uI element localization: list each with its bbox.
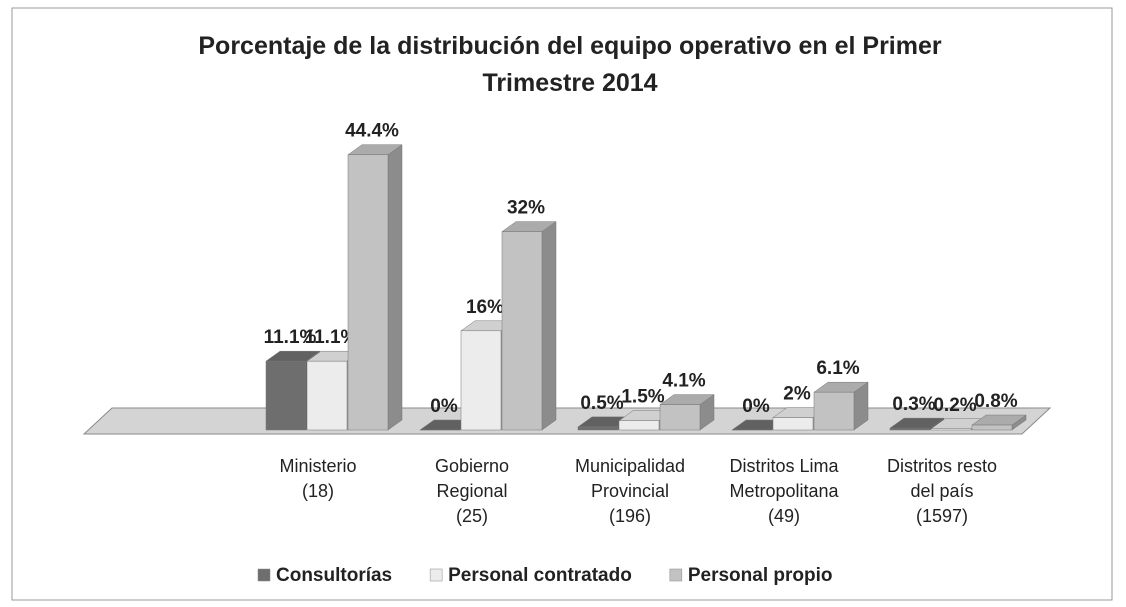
value-label: 11.1%: [264, 327, 317, 348]
bar-side: [387, 144, 403, 431]
legend-label: Consultorías: [276, 565, 392, 586]
bar: [772, 417, 814, 431]
x-tick-label: Distritos Lima Metropolitana (49): [729, 456, 839, 526]
value-label: 0.2%: [933, 395, 976, 416]
value-label: 0%: [430, 396, 458, 417]
legend-swatch: [669, 568, 683, 582]
legend-swatch: [257, 568, 271, 582]
bar: [618, 420, 660, 431]
x-tick-label: Ministerio (18): [279, 456, 356, 501]
bar: [265, 360, 307, 431]
value-label: 6.1%: [816, 358, 859, 379]
value-label: 4.1%: [662, 371, 705, 392]
value-label: 0.3%: [892, 394, 935, 415]
bar: [577, 426, 619, 431]
bar: [306, 360, 348, 431]
x-tick-label: Municipalidad Provincial (196): [575, 456, 685, 526]
value-label: 0.8%: [974, 391, 1017, 412]
chart-title: Porcentaje de la distribución del equipo…: [198, 32, 942, 97]
x-tick-label: Gobierno Regional (25): [435, 456, 509, 526]
value-label: 2%: [783, 384, 811, 405]
bar: [930, 428, 972, 431]
frame: [11, 7, 1113, 601]
value-label: 0.5%: [580, 393, 623, 414]
value-label: 0%: [742, 396, 770, 417]
value-label: 16%: [466, 297, 504, 318]
bar: [813, 391, 855, 431]
bar: [659, 404, 701, 431]
value-label: 44.4%: [345, 121, 399, 142]
x-tick-label: Distritos resto del país (1597): [887, 456, 997, 526]
bar: [889, 427, 931, 431]
legend-swatch: [429, 568, 443, 582]
bar: [460, 330, 502, 431]
value-label: 1.5%: [621, 387, 664, 408]
bar: [501, 231, 543, 431]
legend-label: Personal propio: [688, 565, 833, 586]
value-label: 32%: [507, 198, 545, 219]
legend-label: Personal contratado: [448, 565, 632, 586]
bar: [347, 154, 389, 431]
bar-side: [541, 221, 557, 431]
bar: [971, 424, 1013, 431]
value-label: 11.1%: [305, 327, 358, 348]
